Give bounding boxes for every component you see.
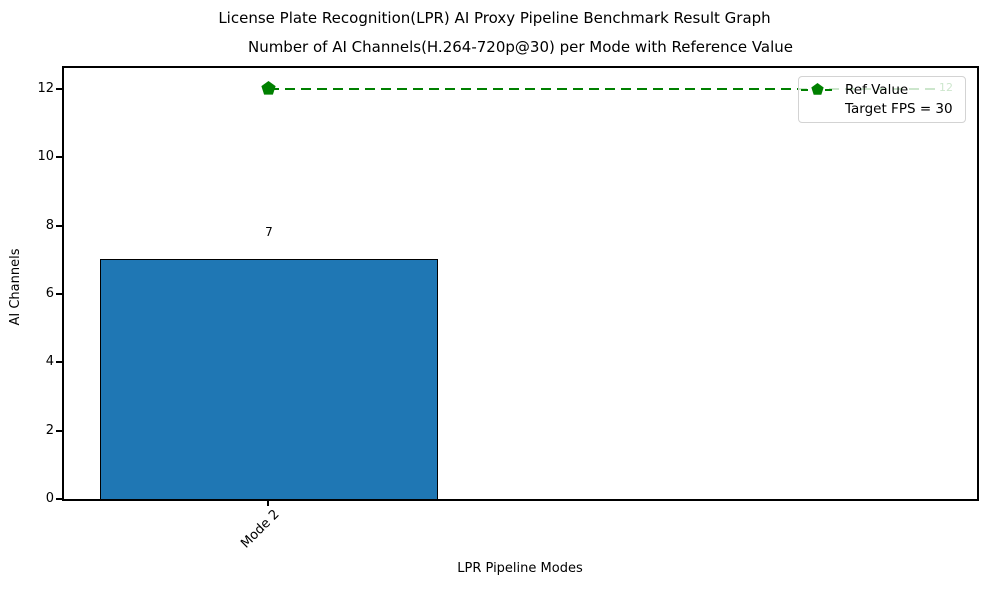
- ytick-mark-6: [56, 293, 62, 295]
- figure-suptitle: License Plate Recognition(LPR) AI Proxy …: [218, 9, 771, 27]
- ytick-mark-4: [56, 361, 62, 363]
- reference-line: [269, 88, 935, 90]
- legend-label-target-fps: Target FPS = 30: [845, 101, 953, 118]
- legend-entry-target-fps: Target FPS = 30: [801, 100, 959, 119]
- legend-ref-line-icon: [801, 82, 833, 97]
- legend: Ref Value Target FPS = 30: [798, 76, 966, 123]
- legend-entry-ref-value: Ref Value: [801, 80, 959, 99]
- ytick-label-2: 2: [45, 423, 54, 438]
- chart-title: Number of AI Channels(H.264-720p@30) per…: [247, 38, 794, 56]
- ytick-label-6: 6: [45, 286, 54, 301]
- ytick-label-0: 0: [45, 491, 54, 506]
- y-axis-label: AI Channels: [8, 248, 23, 326]
- ytick-label-8: 8: [45, 218, 54, 233]
- legend-label-ref-value: Ref Value: [845, 81, 909, 98]
- ytick-mark-8: [56, 225, 62, 227]
- ytick-mark-2: [56, 430, 62, 432]
- ytick-mark-0: [56, 498, 62, 500]
- pentagon-marker-icon: [261, 81, 276, 95]
- ytick-label-10: 10: [37, 149, 54, 164]
- x-axis-label: LPR Pipeline Modes: [457, 561, 583, 576]
- legend-empty-handle: [801, 102, 833, 117]
- xtick-label-mode2: Mode 2: [238, 507, 283, 552]
- ytick-label-4: 4: [45, 354, 54, 369]
- ytick-label-12: 12: [37, 81, 54, 96]
- bar-value-label: 7: [265, 225, 273, 239]
- ytick-mark-10: [56, 156, 62, 158]
- bar-mode2: [100, 259, 438, 500]
- ytick-mark-12: [56, 88, 62, 90]
- xtick-mark-mode2: [267, 501, 269, 506]
